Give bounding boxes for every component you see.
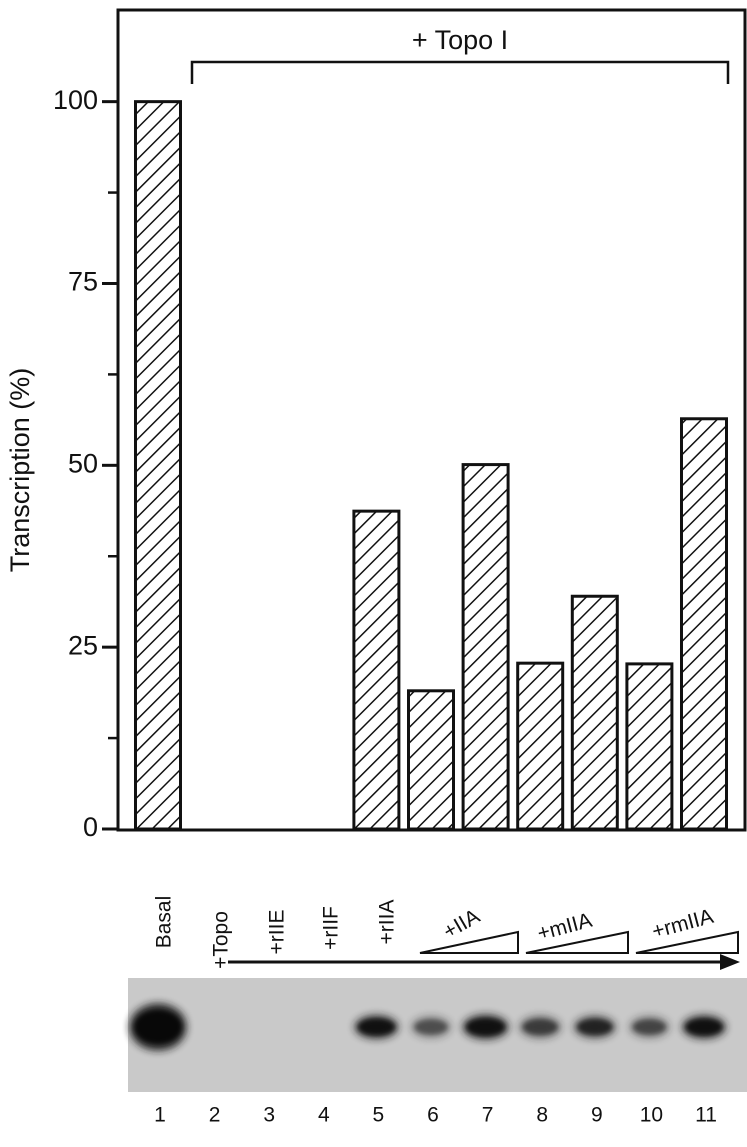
gel-band-core: [414, 1019, 448, 1035]
lane-number: 3: [263, 1104, 275, 1127]
gel-band-core: [523, 1019, 558, 1035]
y-tick-label: 25: [68, 630, 98, 660]
lane-label: +rIIF: [320, 906, 343, 950]
wedge: [419, 930, 519, 954]
lane-number: 7: [482, 1104, 494, 1127]
lane-label: +rIIE: [266, 910, 289, 955]
lane-number: 1: [154, 1104, 166, 1127]
lane-label: +rmIIA: [650, 905, 716, 943]
gel-band-core: [686, 1019, 722, 1035]
gel-band-core: [633, 1019, 666, 1035]
lane-number: 11: [695, 1104, 717, 1127]
gel-band-core: [358, 1019, 395, 1035]
lane-number: 2: [209, 1104, 221, 1127]
lane-number: 4: [318, 1104, 330, 1127]
y-tick-label: 100: [53, 85, 98, 115]
lane-label: Basal: [153, 896, 176, 949]
gel-band-core: [577, 1019, 612, 1035]
gel-band-core: [134, 1010, 182, 1044]
lane-label: +Topo: [210, 911, 233, 969]
gel-band-core: [466, 1018, 505, 1036]
y-axis-label: Transcription (%): [5, 368, 35, 573]
lane-number: 9: [591, 1104, 603, 1127]
bar: [461, 463, 510, 831]
y-tick-label: 0: [83, 812, 98, 842]
lane-label: +IIA: [439, 905, 483, 944]
wedge: [525, 930, 629, 954]
lane-label: +rIIA: [376, 900, 399, 945]
lane-number: 6: [427, 1104, 439, 1127]
bar: [516, 661, 565, 831]
arrowhead: [720, 954, 740, 970]
lane-number: 5: [373, 1104, 385, 1127]
lane-number: 8: [536, 1104, 548, 1127]
bar: [134, 100, 182, 831]
bar: [625, 662, 674, 831]
wedge: [635, 930, 739, 954]
gel: [128, 978, 747, 1092]
bracket: [190, 60, 730, 84]
y-tick-label: 50: [68, 448, 98, 478]
y-tick-label: 75: [68, 267, 98, 297]
lane-number: 10: [640, 1104, 663, 1127]
bar: [352, 509, 401, 831]
bar: [570, 594, 619, 831]
annotation: + Topo I: [412, 25, 508, 55]
bar: [407, 689, 455, 831]
bar: [680, 417, 728, 831]
